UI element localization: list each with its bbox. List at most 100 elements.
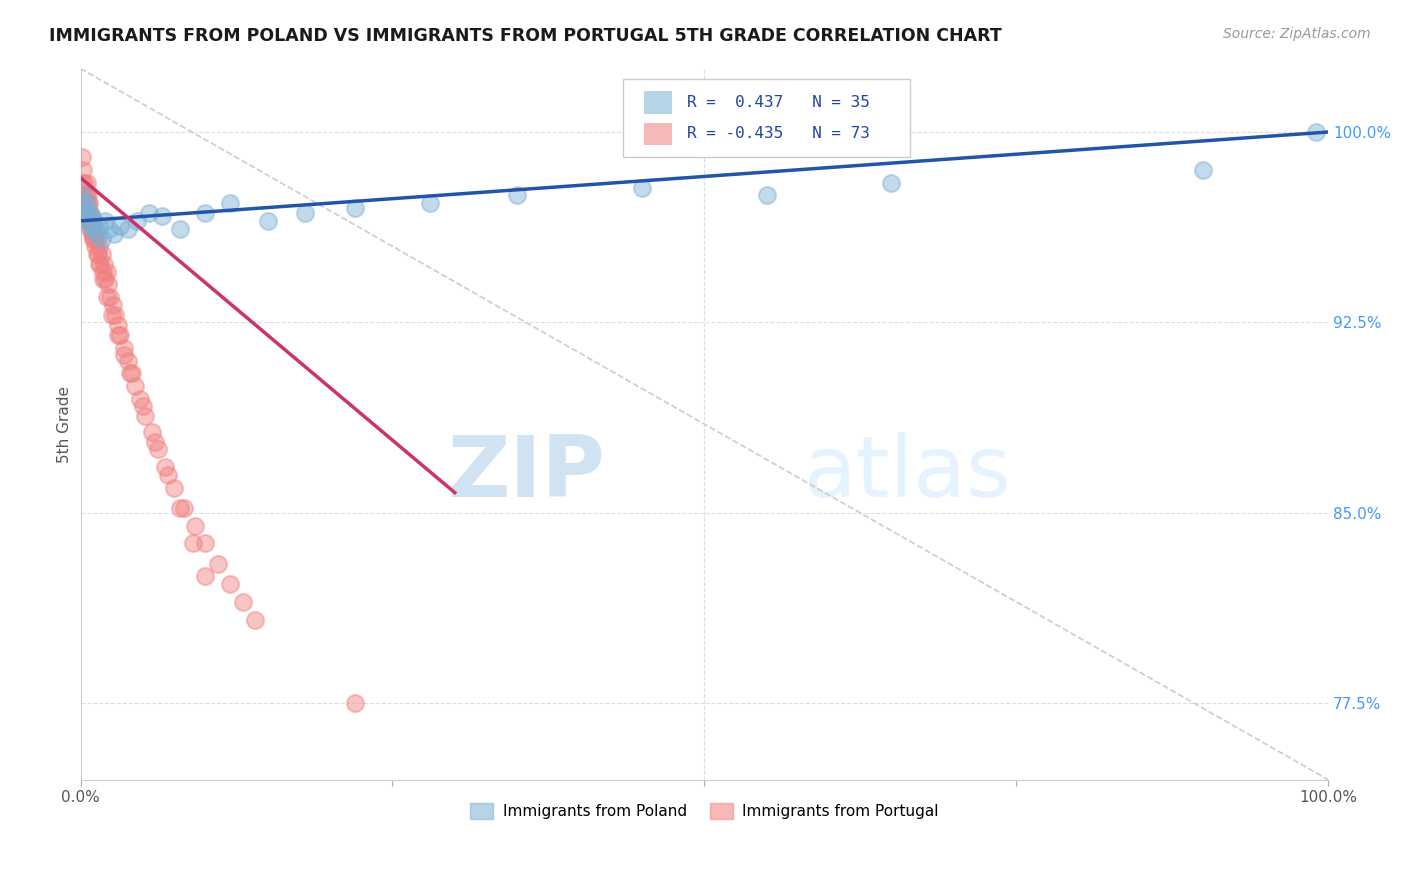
Point bbox=[77, 206, 100, 220]
Point bbox=[79, 219, 101, 233]
Text: ZIP: ZIP bbox=[447, 433, 605, 516]
Point bbox=[343, 697, 366, 711]
Point bbox=[243, 613, 266, 627]
Point bbox=[90, 232, 112, 246]
Point bbox=[1192, 163, 1215, 178]
Point bbox=[70, 150, 93, 164]
Point bbox=[256, 214, 278, 228]
Point bbox=[97, 277, 120, 292]
Point bbox=[93, 257, 115, 271]
Point bbox=[146, 442, 169, 457]
Point bbox=[77, 206, 100, 220]
Point bbox=[77, 196, 100, 211]
Point bbox=[112, 349, 135, 363]
Point bbox=[155, 460, 177, 475]
Point bbox=[79, 206, 101, 220]
Point bbox=[124, 379, 146, 393]
Point bbox=[219, 196, 242, 211]
Legend: Immigrants from Poland, Immigrants from Portugal: Immigrants from Poland, Immigrants from … bbox=[464, 797, 945, 825]
Point bbox=[86, 227, 108, 241]
Point bbox=[138, 206, 160, 220]
Point bbox=[117, 353, 139, 368]
Point bbox=[100, 290, 122, 304]
Point bbox=[80, 214, 103, 228]
Point bbox=[84, 239, 107, 253]
Point bbox=[169, 500, 191, 515]
Point bbox=[419, 196, 441, 211]
Point bbox=[207, 557, 229, 571]
Point bbox=[156, 467, 179, 482]
Point bbox=[98, 221, 121, 235]
Point bbox=[141, 425, 163, 439]
Point bbox=[120, 366, 142, 380]
Point bbox=[194, 536, 217, 550]
Point bbox=[94, 272, 117, 286]
Point bbox=[80, 219, 103, 233]
Point bbox=[194, 206, 217, 220]
Point bbox=[73, 201, 96, 215]
Point bbox=[76, 196, 98, 211]
Point bbox=[132, 399, 155, 413]
Point bbox=[76, 201, 98, 215]
Point bbox=[91, 272, 114, 286]
Point bbox=[76, 176, 98, 190]
Point bbox=[294, 206, 316, 220]
Point bbox=[72, 188, 94, 202]
Point bbox=[184, 518, 207, 533]
Point bbox=[101, 298, 124, 312]
Point bbox=[181, 536, 204, 550]
Point bbox=[89, 239, 111, 253]
Point bbox=[73, 176, 96, 190]
Point bbox=[89, 257, 111, 271]
Point bbox=[82, 221, 104, 235]
Point bbox=[125, 214, 148, 228]
Point bbox=[89, 219, 111, 233]
Text: atlas: atlas bbox=[804, 433, 1012, 516]
Point bbox=[87, 247, 110, 261]
Point bbox=[110, 219, 132, 233]
Point bbox=[343, 201, 366, 215]
Point bbox=[86, 247, 108, 261]
Point bbox=[73, 196, 96, 211]
Text: R = -0.435   N = 73: R = -0.435 N = 73 bbox=[688, 127, 870, 142]
Point bbox=[194, 569, 217, 583]
Point bbox=[70, 176, 93, 190]
Point bbox=[75, 188, 97, 202]
Point bbox=[83, 232, 105, 246]
Point bbox=[110, 328, 132, 343]
Bar bbox=[644, 122, 672, 145]
Point bbox=[506, 188, 529, 202]
Point bbox=[96, 265, 118, 279]
Point bbox=[80, 209, 103, 223]
Bar bbox=[644, 91, 672, 114]
Point bbox=[219, 577, 242, 591]
Point bbox=[75, 188, 97, 202]
Point bbox=[96, 290, 118, 304]
Point bbox=[72, 163, 94, 178]
Point bbox=[94, 214, 117, 228]
Point bbox=[163, 481, 186, 495]
Point bbox=[91, 265, 114, 279]
Point bbox=[86, 232, 108, 246]
Point bbox=[80, 227, 103, 241]
Point bbox=[150, 209, 173, 223]
Point bbox=[134, 409, 156, 424]
Point bbox=[117, 221, 139, 235]
Point bbox=[145, 434, 167, 449]
FancyBboxPatch shape bbox=[623, 79, 910, 157]
Point bbox=[631, 181, 654, 195]
Point bbox=[173, 500, 195, 515]
Point bbox=[77, 214, 100, 228]
Point bbox=[104, 308, 127, 322]
Point bbox=[77, 206, 100, 220]
Point bbox=[103, 227, 125, 241]
Point bbox=[82, 232, 104, 246]
Point bbox=[107, 318, 129, 332]
Point bbox=[129, 392, 152, 406]
Point bbox=[77, 196, 100, 211]
Point bbox=[79, 221, 101, 235]
Point bbox=[880, 176, 903, 190]
Text: R =  0.437   N = 35: R = 0.437 N = 35 bbox=[688, 95, 870, 110]
Point bbox=[232, 595, 254, 609]
Point bbox=[1305, 125, 1327, 139]
